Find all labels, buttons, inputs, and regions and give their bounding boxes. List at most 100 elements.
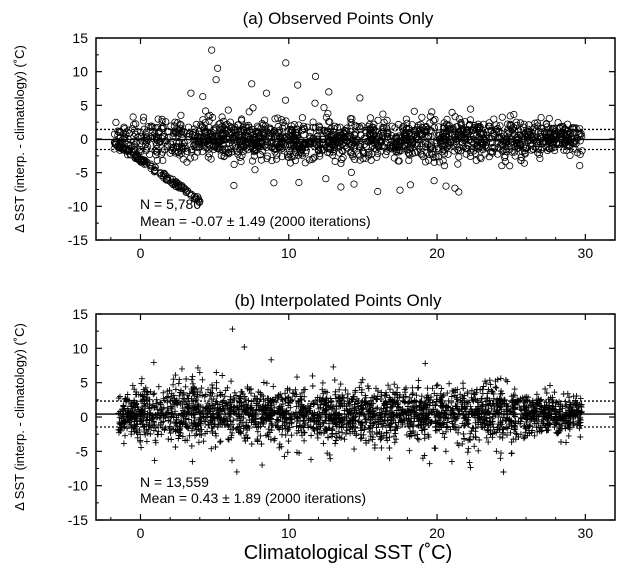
data-point [333, 419, 340, 426]
data-point [418, 113, 426, 121]
data-point [317, 401, 324, 408]
data-point [130, 151, 138, 159]
data-point [140, 403, 147, 410]
data-point [316, 149, 324, 157]
data-point [199, 392, 206, 399]
data-point [395, 142, 403, 150]
data-point [467, 430, 474, 437]
data-point [273, 419, 280, 425]
data-point [508, 439, 515, 446]
data-point [241, 435, 248, 441]
data-point [310, 134, 318, 143]
data-point [311, 417, 318, 424]
data-point [275, 394, 282, 401]
data-point [461, 435, 468, 442]
data-point [330, 363, 337, 370]
data-point [184, 395, 191, 402]
data-point [548, 405, 554, 411]
data-point [415, 436, 422, 443]
data-point [510, 110, 518, 119]
data-point [438, 397, 445, 404]
data-point [251, 147, 259, 155]
data-point [431, 390, 438, 397]
panel-b-ylabel: Δ SST (interp. - climatology) (˚C) [12, 323, 27, 511]
data-point [349, 405, 355, 412]
data-point [139, 117, 148, 125]
data-point [231, 409, 238, 416]
data-point [134, 421, 141, 427]
data-point [234, 424, 241, 431]
data-point [172, 182, 180, 190]
data-point [247, 140, 255, 148]
data-point [512, 413, 519, 420]
data-point [386, 434, 393, 441]
data-point [410, 127, 419, 135]
data-point [288, 416, 295, 422]
data-point [139, 421, 146, 428]
data-point [487, 381, 494, 388]
data-point [246, 417, 253, 423]
data-point [194, 364, 201, 371]
data-point [310, 425, 317, 432]
data-point [437, 390, 444, 397]
data-point [219, 372, 226, 379]
data-point [314, 430, 321, 437]
data-point [484, 426, 491, 433]
figure-xlabel: Climatological SST (˚C) [244, 542, 453, 564]
data-point [183, 401, 190, 408]
data-point [309, 123, 317, 132]
data-point [507, 429, 514, 436]
data-point [185, 404, 192, 411]
data-point [151, 163, 159, 171]
data-point [514, 144, 523, 152]
data-point [140, 386, 147, 393]
data-point [527, 139, 535, 147]
data-point [401, 386, 408, 393]
data-point [470, 390, 477, 397]
data-point [162, 118, 170, 126]
data-point [365, 121, 373, 129]
data-point [327, 416, 334, 423]
data-point [566, 394, 573, 401]
data-point [525, 394, 532, 401]
data-point [307, 417, 314, 424]
data-point [309, 154, 317, 162]
data-point [139, 392, 146, 399]
data-point [501, 158, 509, 166]
data-point [448, 108, 456, 117]
data-point [112, 118, 120, 127]
data-point [374, 404, 381, 411]
data-point [387, 427, 394, 434]
data-point [342, 387, 349, 393]
data-point [180, 418, 187, 425]
data-point [240, 425, 247, 432]
data-point [135, 147, 143, 155]
data-point [254, 420, 260, 427]
data-point [542, 134, 550, 142]
data-point [566, 137, 574, 145]
data-point [337, 159, 345, 167]
data-point [378, 389, 385, 396]
data-point [140, 417, 147, 424]
data-point [118, 420, 124, 426]
x-tick-label: 20 [429, 245, 445, 261]
data-point [228, 399, 234, 406]
data-point [234, 150, 242, 158]
data-point [511, 386, 518, 393]
data-point [282, 59, 290, 67]
data-point [271, 115, 279, 123]
data-point [488, 147, 496, 156]
data-point [467, 464, 474, 471]
data-point [245, 409, 252, 416]
data-point [397, 407, 404, 413]
data-point [191, 140, 199, 148]
data-point [351, 446, 358, 453]
data-point [380, 124, 388, 132]
data-point [241, 399, 248, 405]
data-point [248, 441, 255, 447]
data-point [391, 134, 400, 142]
data-point [155, 383, 162, 390]
data-point [344, 427, 350, 434]
data-point [316, 417, 323, 424]
data-point [472, 156, 480, 164]
